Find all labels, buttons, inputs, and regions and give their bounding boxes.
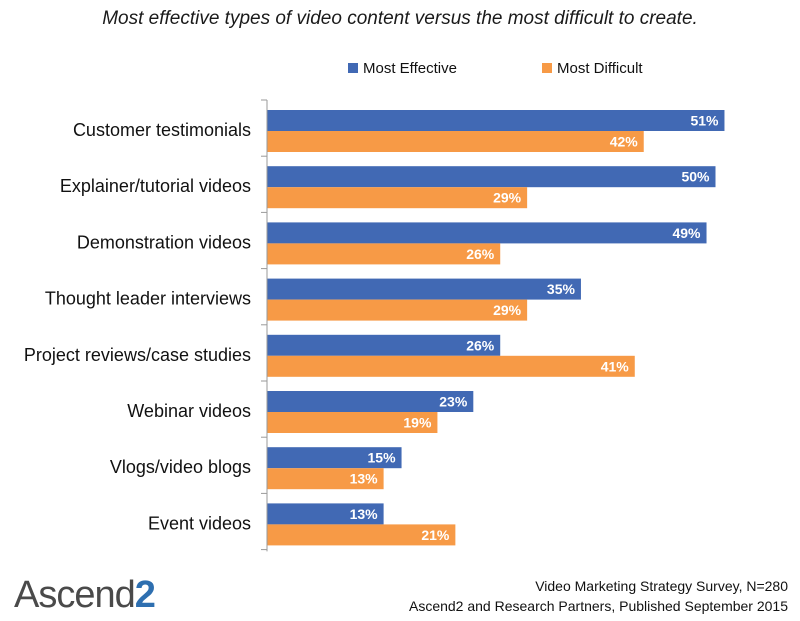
category-label-3: Demonstration videos: [77, 232, 251, 252]
bar-effective-1: [267, 110, 725, 131]
value-label-difficult-5: 41%: [601, 358, 630, 374]
bar-effective-8: [267, 503, 384, 525]
bar-effective-4: [267, 278, 581, 300]
value-label-effective-4: 35%: [547, 281, 576, 297]
category-label-7: Vlogs/video blogs: [110, 457, 251, 477]
bar-effective-7: [267, 447, 402, 469]
value-label-effective-2: 50%: [681, 169, 710, 185]
footer-publisher-line: Ascend2 and Research Partners, Published…: [408, 598, 788, 614]
category-label-2: Explainer/tutorial videos: [60, 176, 251, 196]
legend-swatch-2: [542, 63, 552, 73]
legend-label-2: Most Difficult: [557, 60, 643, 77]
bar-effective-2: [267, 166, 716, 188]
value-label-effective-6: 23%: [439, 394, 468, 410]
category-label-4: Thought leader interviews: [45, 289, 251, 309]
legend-swatch-1: [348, 63, 358, 73]
value-label-effective-1: 51%: [690, 113, 719, 129]
category-label-6: Webinar videos: [127, 401, 251, 421]
footer-source-line: Video Marketing Strategy Survey, N=280: [535, 578, 788, 594]
bar-effective-5: [267, 334, 501, 356]
chart-title: Most effective types of video content ve…: [102, 8, 698, 29]
category-label-1: Customer testimonials: [73, 120, 251, 140]
bar-difficult-3: [267, 243, 501, 265]
bar-difficult-6: [267, 412, 438, 433]
ascend2-logo: Ascend2: [14, 574, 156, 617]
bar-difficult-7: [267, 468, 384, 490]
value-label-difficult-8: 21%: [421, 527, 450, 543]
bar-difficult-1: [267, 131, 644, 152]
value-label-effective-5: 26%: [466, 337, 495, 353]
bar-difficult-2: [267, 187, 528, 209]
legend-label-1: Most Effective: [363, 60, 457, 77]
bar-difficult-5: [267, 355, 635, 377]
category-label-5: Project reviews/case studies: [24, 345, 251, 365]
bar-effective-6: [267, 391, 474, 412]
bar-effective-3: [267, 222, 707, 244]
bar-difficult-4: [267, 299, 528, 321]
bar-difficult-8: [267, 524, 456, 546]
value-label-difficult-2: 29%: [493, 190, 522, 206]
logo-accent: 2: [134, 574, 156, 616]
value-label-difficult-1: 42%: [610, 134, 639, 150]
value-label-effective-8: 13%: [350, 506, 379, 522]
logo-text: Ascend: [14, 574, 136, 616]
value-label-difficult-7: 13%: [350, 471, 379, 487]
value-label-difficult-3: 26%: [466, 246, 495, 262]
category-label-8: Event videos: [148, 513, 251, 533]
value-label-difficult-4: 29%: [493, 302, 522, 318]
value-label-difficult-6: 19%: [403, 415, 432, 431]
value-label-effective-7: 15%: [368, 450, 397, 466]
value-label-effective-3: 49%: [672, 225, 701, 241]
